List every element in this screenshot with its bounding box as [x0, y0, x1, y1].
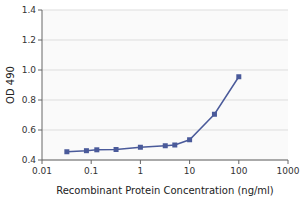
tick-label: 1000 [277, 166, 300, 176]
tick-label: 0.01 [32, 166, 52, 176]
grid-line [42, 130, 288, 131]
plot-area [42, 10, 288, 160]
marker [172, 143, 177, 148]
x-axis-label: Recombinant Protein Concentration (ng/ml… [56, 185, 274, 196]
grid-line [42, 40, 288, 41]
tick-label: 10 [184, 166, 196, 176]
tick-label: 1.2 [22, 35, 36, 45]
grid-line [42, 10, 288, 11]
marker [212, 112, 217, 117]
tick-mark [38, 70, 42, 71]
tick-mark [38, 130, 42, 131]
tick-mark [38, 10, 42, 11]
x-axis-line [42, 160, 288, 161]
grid-line [42, 100, 288, 101]
marker [114, 147, 119, 152]
line [67, 77, 239, 152]
grid-line [42, 160, 288, 161]
marker [94, 147, 99, 152]
tick-mark [91, 160, 92, 164]
marker [84, 148, 89, 153]
tick-label: 100 [230, 166, 247, 176]
tick-mark [38, 100, 42, 101]
marker [187, 137, 192, 142]
tick-mark [38, 160, 42, 161]
tick-label: 0.8 [22, 95, 37, 105]
marker [163, 143, 168, 148]
tick-mark [140, 160, 141, 164]
tick-mark [288, 160, 289, 164]
tick-mark [42, 160, 43, 164]
tick-mark [238, 160, 239, 164]
tick-mark [189, 160, 190, 164]
y-axis-line [42, 10, 43, 160]
marker [236, 74, 241, 79]
tick-label: 0.1 [84, 166, 98, 176]
tick-label: 0.4 [22, 155, 37, 165]
y-axis-label: OD 490 [5, 66, 16, 104]
data-group [64, 74, 241, 154]
marker [64, 149, 69, 154]
marker [138, 145, 143, 150]
tick-label: 0.6 [22, 125, 37, 135]
chart: 0.4 0.6 0.8 1.0 1.2 1.4 0.01 0.1 1 10 100 1000Recom… [0, 0, 300, 200]
tick-label: 1.4 [22, 5, 37, 15]
grid-line [42, 70, 288, 71]
tick-mark [38, 40, 42, 41]
tick-label: 1.0 [22, 65, 37, 75]
tick-label: 1 [138, 166, 144, 176]
